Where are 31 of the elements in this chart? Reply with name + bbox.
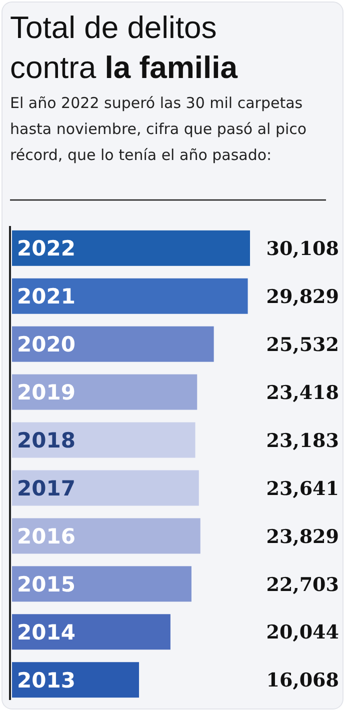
bar: [12, 566, 192, 602]
data-label: 23,418: [266, 382, 339, 404]
data-label: 20,044: [266, 622, 339, 644]
data-label: 23,183: [266, 430, 339, 452]
y-tick-label: 2014: [17, 620, 76, 644]
chart-subtitle: El año 2022 superó las 30 mil carpetas hasta noviembre, cifra que pasó al pico récord, que lo tenía el año pasado:: [10, 94, 307, 164]
bar: [12, 422, 196, 458]
bar: [12, 326, 214, 362]
y-tick-label: 2018: [17, 428, 76, 453]
y-tick-label: 2013: [17, 668, 76, 692]
y-tick-label: 2015: [17, 572, 76, 596]
data-label: 29,829: [266, 286, 339, 308]
bar: [12, 278, 248, 314]
data-label: 23,829: [266, 526, 339, 548]
bar: [12, 470, 199, 506]
y-tick-label: 2020: [17, 332, 76, 357]
data-label: 25,532: [266, 334, 339, 356]
y-tick-label: 2016: [17, 524, 76, 549]
bar: [12, 230, 250, 266]
data-label: 30,108: [266, 238, 339, 260]
y-tick-label: 2022: [17, 236, 76, 261]
y-tick-label: 2017: [17, 476, 76, 501]
data-label: 16,068: [266, 670, 339, 692]
data-label: 22,703: [266, 574, 339, 596]
bar: [12, 614, 170, 650]
chart-title: Total de delitos contra la familia: [10, 10, 238, 85]
bar: [12, 374, 198, 410]
y-tick-label: 2019: [17, 380, 76, 405]
data-label: 23,641: [266, 478, 339, 500]
bar: [12, 518, 200, 554]
y-tick-label: 2021: [17, 284, 76, 309]
